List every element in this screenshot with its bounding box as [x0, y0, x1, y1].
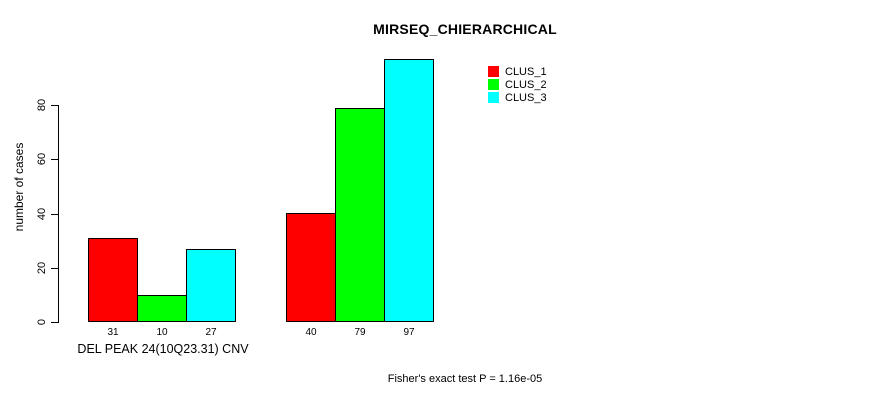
bar-clus_2-group-2 — [335, 108, 385, 322]
y-axis-line — [58, 105, 59, 323]
legend-swatch-clus_2 — [488, 79, 499, 90]
y-axis-tick-label: 20 — [36, 261, 48, 275]
bar-clus_1-group-1 — [88, 238, 138, 322]
y-axis-tick — [51, 105, 58, 106]
bar-clus_3-group-2 — [384, 59, 434, 322]
bar-value-label: 97 — [403, 327, 415, 338]
bar-value-label: 79 — [354, 327, 366, 338]
bar-value-label: 10 — [156, 327, 168, 338]
x-axis-label: DEL PEAK 24(10Q23.31) CNV — [77, 342, 249, 356]
chart-title: MIRSEQ_CHIERARCHICAL — [373, 21, 557, 37]
y-axis-label: number of cases — [12, 142, 26, 232]
bar-value-label: 27 — [205, 327, 217, 338]
bar-clus_1-group-2 — [286, 213, 336, 322]
bar-clus_2-group-1 — [137, 295, 187, 322]
legend-label: CLUS_3 — [505, 91, 547, 104]
bar-value-label: 31 — [107, 327, 119, 338]
legend-label: CLUS_1 — [505, 65, 547, 78]
y-axis-tick-label: 40 — [36, 207, 48, 221]
y-axis-tick — [51, 268, 58, 269]
y-axis-tick — [51, 159, 58, 160]
chart-legend: CLUS_1 CLUS_2 CLUS_3 — [488, 65, 547, 104]
legend-row-clus_3: CLUS_3 — [488, 91, 547, 104]
y-axis-tick — [51, 214, 58, 215]
y-axis-tick — [51, 322, 58, 323]
legend-row-clus_2: CLUS_2 — [488, 78, 547, 91]
y-axis-tick-label: 80 — [36, 98, 48, 112]
bar-clus_3-group-1 — [186, 249, 236, 322]
bar-value-label: 40 — [305, 327, 317, 338]
fisher-test-annotation: Fisher's exact test P = 1.16e-05 — [387, 373, 543, 385]
legend-swatch-clus_3 — [488, 92, 499, 103]
legend-label: CLUS_2 — [505, 78, 547, 91]
legend-swatch-clus_1 — [488, 66, 499, 77]
legend-row-clus_1: CLUS_1 — [488, 65, 547, 78]
y-axis-tick-label: 0 — [36, 318, 48, 326]
y-axis-tick-label: 60 — [36, 152, 48, 166]
